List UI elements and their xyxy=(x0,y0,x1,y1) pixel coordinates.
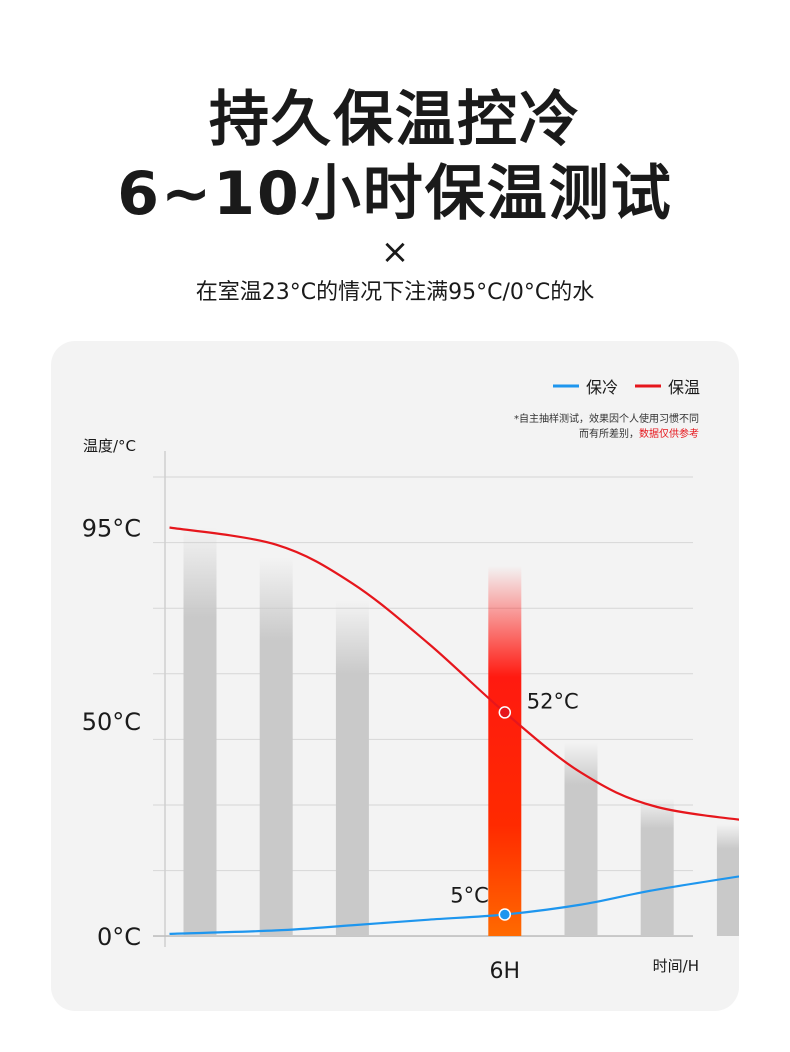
y-tick-label: 50°C xyxy=(82,708,141,736)
legend: 保冷 保温 xyxy=(553,378,700,397)
disclaimer-line-1: *自主抽样测试，效果因个人使用习惯不同 xyxy=(514,412,699,425)
annotation-point xyxy=(498,908,512,921)
x-highlight-label: 6H xyxy=(490,959,521,984)
annotation-label: 5°C xyxy=(450,884,489,908)
annotation-label: 52°C xyxy=(527,689,579,713)
y-axis-label: 温度/°C xyxy=(83,437,136,455)
title-line-2: 6~10小时保温测试 xyxy=(117,159,673,229)
y-tick-label: 0°C xyxy=(97,923,141,951)
gridlines xyxy=(153,476,693,937)
bar xyxy=(716,824,739,936)
series-line-hot xyxy=(169,526,739,821)
series-line-cold xyxy=(169,875,739,935)
title-line-1: 持久保温控冷 xyxy=(209,85,581,155)
bar xyxy=(640,798,674,936)
axes xyxy=(153,451,693,947)
bar xyxy=(259,557,293,936)
disclaimer-highlight: 数据仅供参考 xyxy=(639,427,699,440)
chart-panel: 保冷 保温 *自主抽样测试，效果因个人使用习惯不同 而有所差别，数据仅供参考 温… xyxy=(51,341,739,1011)
temperature-chart: 保冷 保温 *自主抽样测试，效果因个人使用习惯不同 而有所差别，数据仅供参考 温… xyxy=(82,378,739,984)
times-symbol: × xyxy=(380,232,410,272)
legend-label-hot: 保温 xyxy=(668,378,700,397)
legend-label-cold: 保冷 xyxy=(586,378,618,397)
bar xyxy=(335,600,369,936)
disclaimer-prefix: 而有所差别， xyxy=(579,427,639,440)
y-tick-labels: 0°C 50°C 95°C xyxy=(82,515,141,952)
bar-highlight xyxy=(488,566,522,936)
series-lines xyxy=(169,526,739,935)
annotations: 52°C 5°C xyxy=(450,689,579,921)
x-axis-label: 时间/H xyxy=(653,957,699,975)
disclaimer-line-2: 而有所差别，数据仅供参考 xyxy=(579,427,699,440)
annotation-point xyxy=(498,706,512,719)
bars xyxy=(183,527,739,936)
bar xyxy=(183,527,217,936)
y-tick-label: 95°C xyxy=(82,515,141,543)
subtitle: 在室温23°C的情况下注满95°C/0°C的水 xyxy=(195,280,595,305)
